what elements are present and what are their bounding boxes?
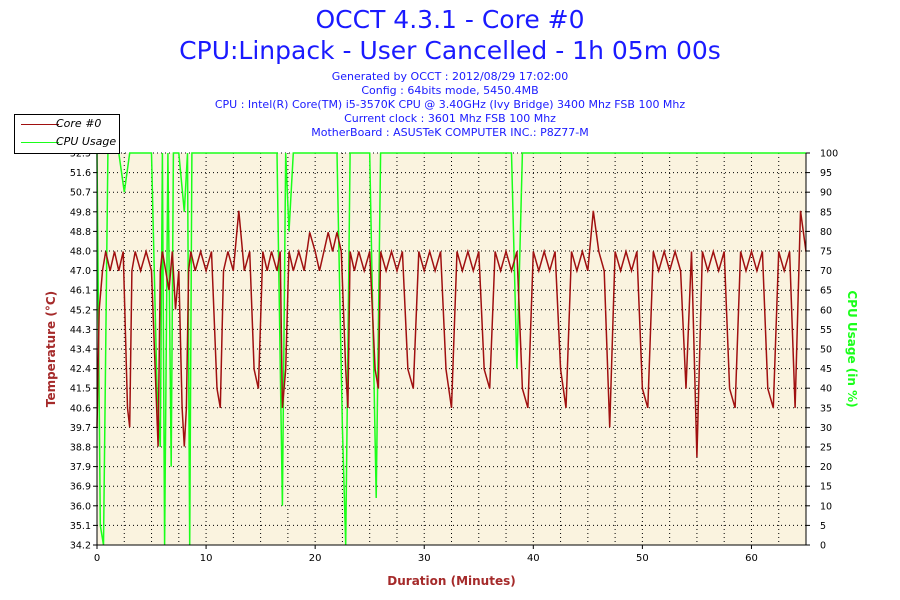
left-tick-label: 48.8: [70, 227, 91, 238]
left-tick-label: 39.7: [70, 423, 91, 434]
right-tick-label: 50: [820, 345, 832, 356]
left-tick-label: 52.5: [70, 149, 91, 160]
x-tick-label: 50: [636, 553, 649, 564]
chart-title: OCCT 4.3.1 - Core #0: [315, 5, 585, 34]
right-tick-label: 25: [820, 443, 832, 454]
chart-subtitle: CPU:Linpack - User Cancelled - 1h 05m 00…: [179, 36, 721, 65]
left-tick-label: 48.0: [70, 247, 91, 258]
left-tick-label: 44.3: [70, 325, 91, 336]
left-tick-label: 36.0: [70, 501, 91, 512]
series-line-cpu-usage: [96, 152, 806, 546]
legend-label-usage: CPU Usage: [56, 135, 117, 148]
series-line-core-temperature: [96, 210, 807, 458]
left-tick-label: 50.7: [70, 188, 91, 199]
left-tick-label: 45.2: [70, 305, 91, 316]
left-axis-title: Temperature (°C): [44, 291, 58, 407]
right-tick-label: 10: [820, 501, 832, 512]
legend-label-core: Core #0: [56, 117, 102, 130]
x-axis-title: Duration (Minutes): [387, 574, 515, 588]
right-tick-label: 5: [820, 521, 826, 532]
motherboard-info: MotherBoard : ASUSTeK COMPUTER INC.: P8Z…: [311, 126, 589, 139]
right-tick-label: 15: [820, 482, 832, 493]
left-tick-label: 36.9: [70, 482, 91, 493]
right-tick-label: 40: [820, 384, 832, 395]
x-tick-label: 10: [200, 553, 213, 564]
right-tick-label: 0: [820, 541, 826, 552]
right-tick-label: 90: [820, 188, 832, 199]
x-tick-label: 30: [418, 553, 431, 564]
right-tick-label: 55: [820, 325, 832, 336]
right-tick-label: 65: [820, 286, 832, 297]
cpu-info: CPU : Intel(R) Core(TM) i5-3570K CPU @ 3…: [214, 98, 686, 111]
x-tick-label: 60: [745, 553, 758, 564]
left-tick-label: 46.1: [70, 286, 91, 297]
right-tick-label: 45: [820, 364, 832, 375]
left-tick-label: 49.8: [70, 207, 91, 218]
right-tick-label: 80: [820, 227, 832, 238]
right-tick-label: 95: [820, 168, 832, 179]
left-tick-label: 34.2: [70, 541, 91, 552]
legend-swatch-core: [21, 124, 59, 125]
legend-item-core: Core #0: [15, 116, 119, 132]
x-tick-label: 20: [309, 553, 322, 564]
left-tick-label: 42.4: [70, 364, 91, 375]
x-tick-label: 0: [94, 553, 100, 564]
right-tick-label: 100: [820, 149, 838, 160]
right-tick-label: 30: [820, 423, 832, 434]
legend-item-usage: CPU Usage: [15, 134, 119, 150]
left-tick-label: 37.9: [70, 462, 91, 473]
right-tick-label: 85: [820, 207, 832, 218]
right-axis-title: CPU Usage (in %): [845, 290, 859, 407]
right-tick-label: 35: [820, 403, 832, 414]
x-tick-label: 40: [527, 553, 540, 564]
left-tick-label: 35.1: [70, 521, 91, 532]
left-tick-label: 51.6: [70, 168, 91, 179]
right-tick-label: 75: [820, 247, 832, 258]
chart-legend: Core #0 CPU Usage: [14, 114, 120, 154]
left-tick-label: 38.8: [70, 443, 91, 454]
right-tick-label: 70: [820, 266, 832, 277]
clock-info: Current clock : 3601 Mhz FSB 100 Mhz: [344, 112, 556, 125]
left-tick-label: 43.4: [70, 345, 91, 356]
left-tick-label: 41.5: [70, 384, 91, 395]
config-info: Config : 64bits mode, 5450.4MB: [361, 84, 539, 97]
legend-swatch-usage: [21, 142, 59, 143]
right-tick-label: 60: [820, 305, 832, 316]
left-tick-label: 47.0: [70, 266, 91, 277]
left-tick-label: 40.6: [70, 403, 91, 414]
generated-info: Generated by OCCT : 2012/08/29 17:02:00: [331, 70, 569, 83]
right-tick-label: 20: [820, 462, 832, 473]
